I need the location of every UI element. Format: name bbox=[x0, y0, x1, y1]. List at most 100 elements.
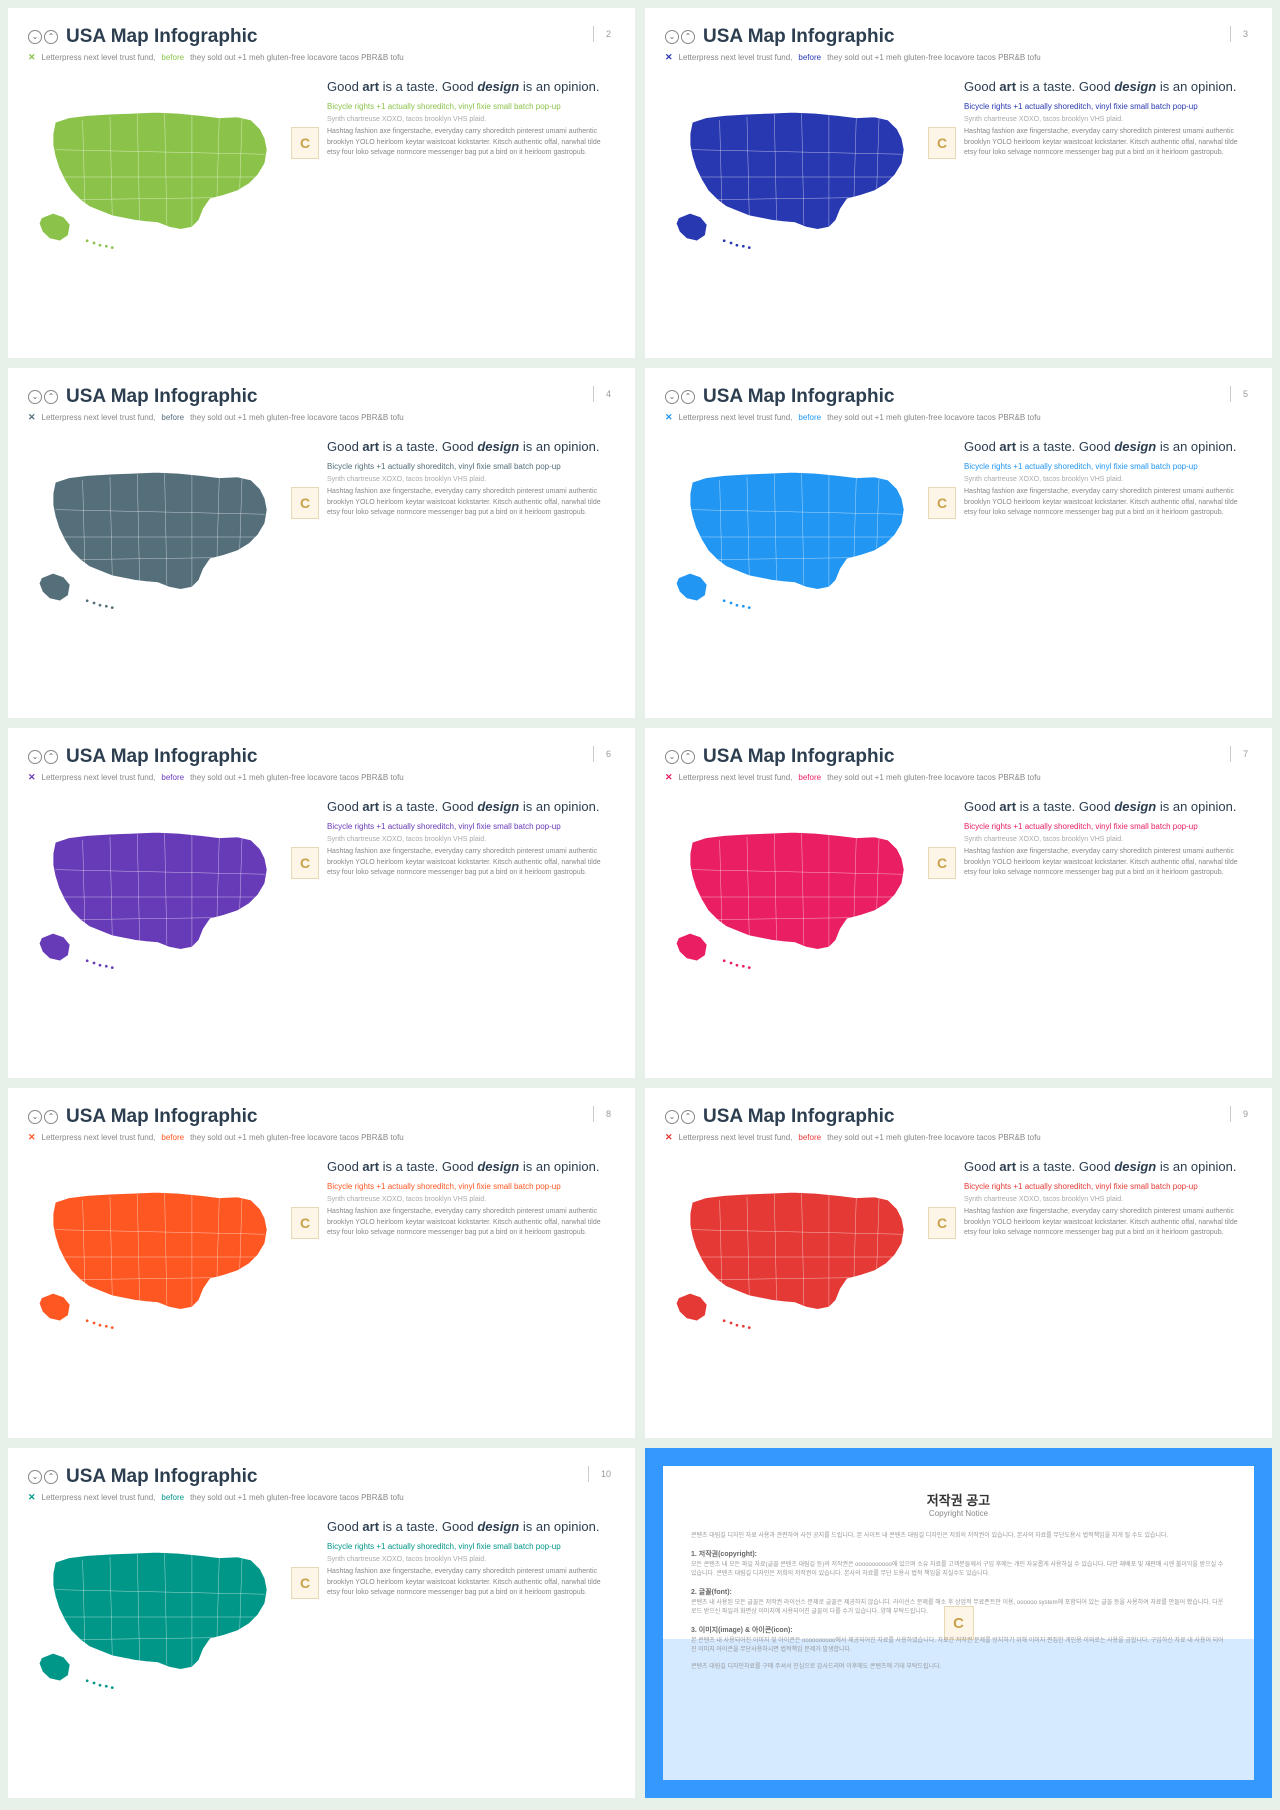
gray-line: Synth chartreuse XOXO, tacos brooklyn VH… bbox=[327, 116, 615, 123]
gray-line: Synth chartreuse XOXO, tacos brooklyn VH… bbox=[964, 836, 1252, 843]
chevron-down-icon[interactable]: ⌄ bbox=[28, 1110, 42, 1124]
chevron-up-icon[interactable]: ⌃ bbox=[681, 1110, 695, 1124]
subtitle-pre: Letterpress next level trust fund, bbox=[42, 413, 156, 422]
chevron-up-icon[interactable]: ⌃ bbox=[44, 750, 58, 764]
chevron-up-icon[interactable]: ⌃ bbox=[44, 1110, 58, 1124]
slide: 4 ⌄ ⌃ USA Map Infographic ✕ Letterpress … bbox=[8, 368, 635, 718]
body-text: Hashtag fashion axe fingerstache, everyd… bbox=[327, 127, 615, 159]
badge-icon: C bbox=[291, 1567, 319, 1599]
copyright-p3: 본 콘텐츠 내 사용되어진 이미지 및 아이콘은 oooooooooo에서 제공… bbox=[691, 1637, 1226, 1655]
chevron-down-icon[interactable]: ⌄ bbox=[665, 390, 679, 404]
chevron-down-icon[interactable]: ⌄ bbox=[665, 30, 679, 44]
chevron-up-icon[interactable]: ⌃ bbox=[44, 1470, 58, 1484]
x-icon: ✕ bbox=[28, 412, 36, 423]
subtitle-pre: Letterpress next level trust fund, bbox=[679, 773, 793, 782]
copyright-h2: 2. 글꼴(font): bbox=[691, 1587, 1226, 1597]
subtitle-accent: before bbox=[161, 1133, 184, 1142]
x-icon: ✕ bbox=[665, 412, 673, 423]
subtitle-accent: before bbox=[798, 773, 821, 782]
body-text: Hashtag fashion axe fingerstache, everyd… bbox=[327, 1567, 615, 1599]
subtitle-accent: before bbox=[161, 773, 184, 782]
subtitle-post: they sold out +1 meh gluten-free locavor… bbox=[827, 53, 1041, 62]
chevron-up-icon[interactable]: ⌃ bbox=[681, 750, 695, 764]
usa-map bbox=[665, 1157, 920, 1357]
accent-line: Bicycle rights +1 actually shoreditch, v… bbox=[964, 462, 1252, 472]
page-number: 5 bbox=[1230, 386, 1248, 402]
page-number: 4 bbox=[593, 386, 611, 402]
slide-title: USA Map Infographic bbox=[66, 1466, 257, 1488]
badge-icon: C bbox=[291, 127, 319, 159]
subtitle-line: ✕ Letterpress next level trust fund, bef… bbox=[28, 772, 615, 783]
content-heading: Good art is a taste. Good design is an o… bbox=[327, 1519, 615, 1536]
slide-title: USA Map Infographic bbox=[66, 26, 257, 48]
accent-line: Bicycle rights +1 actually shoreditch, v… bbox=[964, 1182, 1252, 1192]
slide: 9 ⌄ ⌃ USA Map Infographic ✕ Letterpress … bbox=[645, 1088, 1272, 1438]
chevron-up-icon[interactable]: ⌃ bbox=[681, 390, 695, 404]
subtitle-line: ✕ Letterpress next level trust fund, bef… bbox=[28, 1132, 615, 1143]
chevron-down-icon[interactable]: ⌄ bbox=[28, 750, 42, 764]
usa-map bbox=[28, 437, 283, 637]
chevron-down-icon[interactable]: ⌄ bbox=[28, 390, 42, 404]
content-heading: Good art is a taste. Good design is an o… bbox=[327, 1159, 615, 1176]
chevron-up-icon[interactable]: ⌃ bbox=[681, 30, 695, 44]
body-text: Hashtag fashion axe fingerstache, everyd… bbox=[327, 1207, 615, 1239]
chevron-up-icon[interactable]: ⌃ bbox=[44, 30, 58, 44]
nav-chevrons: ⌄ ⌃ bbox=[28, 750, 58, 764]
subtitle-post: they sold out +1 meh gluten-free locavor… bbox=[827, 413, 1041, 422]
slide: 3 ⌄ ⌃ USA Map Infographic ✕ Letterpress … bbox=[645, 8, 1272, 358]
subtitle-post: they sold out +1 meh gluten-free locavor… bbox=[190, 773, 404, 782]
subtitle-accent: before bbox=[798, 53, 821, 62]
slide: 8 ⌄ ⌃ USA Map Infographic ✕ Letterpress … bbox=[8, 1088, 635, 1438]
subtitle-post: they sold out +1 meh gluten-free locavor… bbox=[827, 773, 1041, 782]
slide: 5 ⌄ ⌃ USA Map Infographic ✕ Letterpress … bbox=[645, 368, 1272, 718]
nav-chevrons: ⌄ ⌃ bbox=[28, 1470, 58, 1484]
chevron-up-icon[interactable]: ⌃ bbox=[44, 390, 58, 404]
nav-chevrons: ⌄ ⌃ bbox=[665, 390, 695, 404]
nav-chevrons: ⌄ ⌃ bbox=[665, 30, 695, 44]
copyright-h1: 1. 저작권(copyright): bbox=[691, 1549, 1226, 1559]
subtitle-line: ✕ Letterpress next level trust fund, bef… bbox=[665, 1132, 1252, 1143]
slide: 6 ⌄ ⌃ USA Map Infographic ✕ Letterpress … bbox=[8, 728, 635, 1078]
slide-title: USA Map Infographic bbox=[66, 1106, 257, 1128]
x-icon: ✕ bbox=[28, 1492, 36, 1503]
slide: 10 ⌄ ⌃ USA Map Infographic ✕ Letterpress… bbox=[8, 1448, 635, 1798]
page-number: 6 bbox=[593, 746, 611, 762]
gray-line: Synth chartreuse XOXO, tacos brooklyn VH… bbox=[327, 476, 615, 483]
gray-line: Synth chartreuse XOXO, tacos brooklyn VH… bbox=[964, 116, 1252, 123]
page-number: 8 bbox=[593, 1106, 611, 1122]
subtitle-line: ✕ Letterpress next level trust fund, bef… bbox=[28, 1492, 615, 1503]
subtitle-post: they sold out +1 meh gluten-free locavor… bbox=[827, 1133, 1041, 1142]
chevron-down-icon[interactable]: ⌄ bbox=[665, 1110, 679, 1124]
gray-line: Synth chartreuse XOXO, tacos brooklyn VH… bbox=[327, 1196, 615, 1203]
copyright-end: 콘텐츠 대림길 디자인자료를 구매 주셔서 진심으로 감사드리며 이후에도 콘텐… bbox=[691, 1663, 1226, 1672]
accent-line: Bicycle rights +1 actually shoreditch, v… bbox=[327, 102, 615, 112]
slide: 2 ⌄ ⌃ USA Map Infographic ✕ Letterpress … bbox=[8, 8, 635, 358]
subtitle-accent: before bbox=[161, 1493, 184, 1502]
usa-map bbox=[28, 797, 283, 997]
subtitle-pre: Letterpress next level trust fund, bbox=[679, 1133, 793, 1142]
usa-map bbox=[28, 1517, 283, 1717]
subtitle-line: ✕ Letterpress next level trust fund, bef… bbox=[665, 772, 1252, 783]
subtitle-accent: before bbox=[798, 413, 821, 422]
subtitle-post: they sold out +1 meh gluten-free locavor… bbox=[190, 1493, 404, 1502]
accent-line: Bicycle rights +1 actually shoreditch, v… bbox=[964, 822, 1252, 832]
chevron-down-icon[interactable]: ⌄ bbox=[28, 30, 42, 44]
content-heading: Good art is a taste. Good design is an o… bbox=[327, 799, 615, 816]
gray-line: Synth chartreuse XOXO, tacos brooklyn VH… bbox=[327, 836, 615, 843]
slide: 7 ⌄ ⌃ USA Map Infographic ✕ Letterpress … bbox=[645, 728, 1272, 1078]
chevron-down-icon[interactable]: ⌄ bbox=[28, 1470, 42, 1484]
subtitle-pre: Letterpress next level trust fund, bbox=[679, 413, 793, 422]
x-icon: ✕ bbox=[665, 1132, 673, 1143]
content-heading: Good art is a taste. Good design is an o… bbox=[327, 439, 615, 456]
copyright-inner: C 저작권 공고 Copyright Notice 콘텐츠 대림길 디자인 자료… bbox=[663, 1466, 1254, 1780]
usa-map bbox=[28, 77, 283, 277]
badge-icon: C bbox=[928, 487, 956, 519]
body-text: Hashtag fashion axe fingerstache, everyd… bbox=[964, 127, 1252, 159]
subtitle-pre: Letterpress next level trust fund, bbox=[679, 53, 793, 62]
nav-chevrons: ⌄ ⌃ bbox=[665, 750, 695, 764]
subtitle-post: they sold out +1 meh gluten-free locavor… bbox=[190, 1133, 404, 1142]
subtitle-post: they sold out +1 meh gluten-free locavor… bbox=[190, 53, 404, 62]
x-icon: ✕ bbox=[665, 772, 673, 783]
chevron-down-icon[interactable]: ⌄ bbox=[665, 750, 679, 764]
subtitle-line: ✕ Letterpress next level trust fund, bef… bbox=[28, 412, 615, 423]
